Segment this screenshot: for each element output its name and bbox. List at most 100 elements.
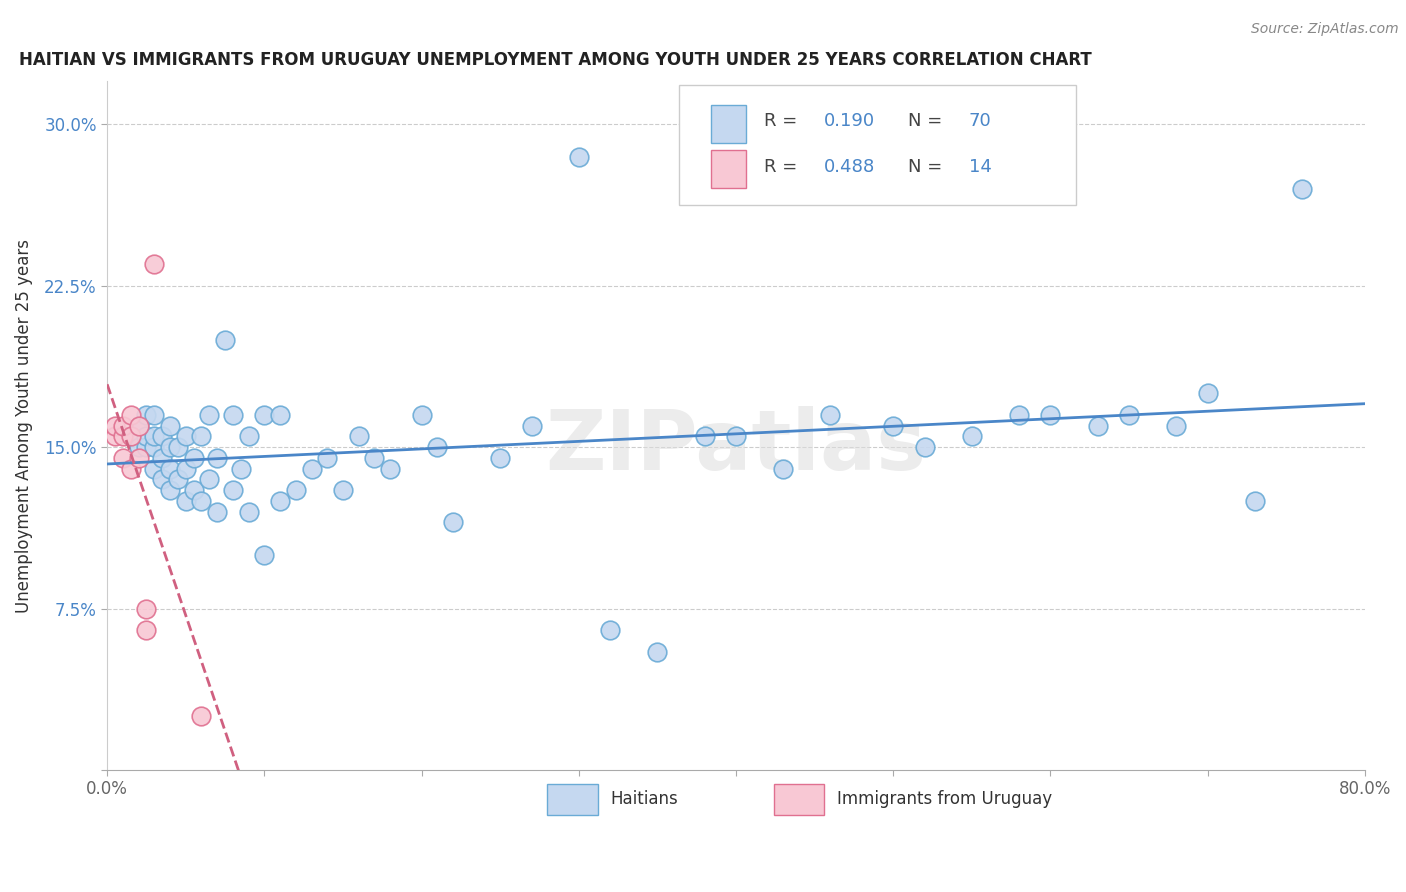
Point: [111, 418, 134, 433]
Point: [159, 418, 181, 433]
Point: [190, 709, 212, 723]
Point: [190, 494, 212, 508]
Point: [441, 516, 464, 530]
Point: [135, 440, 157, 454]
Point: [174, 429, 197, 443]
Point: [1291, 182, 1313, 196]
Point: [159, 440, 181, 454]
Point: [1008, 408, 1031, 422]
Point: [111, 429, 134, 443]
Point: [214, 333, 236, 347]
Point: [772, 461, 794, 475]
Point: [111, 450, 134, 465]
Point: [1039, 408, 1062, 422]
Text: Immigrants from Uruguay: Immigrants from Uruguay: [837, 789, 1052, 808]
Text: N =: N =: [908, 159, 942, 177]
Point: [914, 440, 936, 454]
Point: [174, 461, 197, 475]
Point: [647, 644, 669, 658]
Text: HAITIAN VS IMMIGRANTS FROM URUGUAY UNEMPLOYMENT AMONG YOUTH UNDER 25 YEARS CORRE: HAITIAN VS IMMIGRANTS FROM URUGUAY UNEMP…: [20, 51, 1092, 69]
FancyBboxPatch shape: [547, 784, 598, 814]
Point: [568, 150, 591, 164]
Point: [253, 408, 276, 422]
FancyBboxPatch shape: [679, 85, 1076, 205]
Point: [426, 440, 449, 454]
Point: [520, 418, 543, 433]
Text: Source: ZipAtlas.com: Source: ZipAtlas.com: [1251, 22, 1399, 37]
Point: [693, 429, 716, 443]
Point: [724, 429, 747, 443]
Text: R =: R =: [763, 112, 797, 130]
Point: [363, 450, 385, 465]
Text: N =: N =: [908, 112, 942, 130]
Point: [135, 429, 157, 443]
Point: [120, 429, 142, 443]
Text: 0.488: 0.488: [824, 159, 876, 177]
Point: [238, 429, 260, 443]
Point: [183, 483, 205, 498]
Point: [190, 429, 212, 443]
Point: [143, 440, 166, 454]
Point: [150, 450, 173, 465]
Point: [489, 450, 512, 465]
Point: [159, 461, 181, 475]
Point: [183, 450, 205, 465]
Point: [820, 408, 842, 422]
Point: [269, 408, 291, 422]
Point: [1118, 408, 1140, 422]
Point: [1087, 418, 1109, 433]
Point: [1243, 494, 1265, 508]
Point: [174, 494, 197, 508]
Point: [1166, 418, 1188, 433]
Point: [205, 505, 228, 519]
Point: [128, 418, 150, 433]
Point: [128, 440, 150, 454]
Point: [167, 440, 190, 454]
Point: [159, 483, 181, 498]
Point: [332, 483, 354, 498]
Point: [120, 429, 142, 443]
Point: [135, 623, 157, 637]
Point: [222, 408, 245, 422]
Text: Haitians: Haitians: [610, 789, 678, 808]
Text: 70: 70: [969, 112, 991, 130]
Point: [599, 623, 621, 637]
Point: [301, 461, 323, 475]
Point: [135, 408, 157, 422]
Point: [960, 429, 983, 443]
Point: [238, 505, 260, 519]
Text: ZIPatlas: ZIPatlas: [546, 406, 927, 487]
Point: [143, 408, 166, 422]
Point: [143, 461, 166, 475]
Point: [150, 429, 173, 443]
Point: [253, 548, 276, 562]
Point: [316, 450, 339, 465]
Point: [135, 601, 157, 615]
FancyBboxPatch shape: [711, 105, 747, 144]
Point: [143, 257, 166, 271]
Point: [411, 408, 433, 422]
Point: [128, 418, 150, 433]
Point: [104, 418, 127, 433]
Point: [104, 429, 127, 443]
Point: [229, 461, 252, 475]
Y-axis label: Unemployment Among Youth under 25 years: Unemployment Among Youth under 25 years: [15, 239, 32, 613]
Point: [198, 472, 221, 486]
Text: 0.190: 0.190: [824, 112, 875, 130]
Text: 14: 14: [969, 159, 991, 177]
Point: [143, 429, 166, 443]
Point: [378, 461, 401, 475]
Point: [150, 472, 173, 486]
Point: [120, 408, 142, 422]
Point: [198, 408, 221, 422]
Text: R =: R =: [763, 159, 797, 177]
Point: [120, 461, 142, 475]
Point: [882, 418, 904, 433]
FancyBboxPatch shape: [711, 150, 747, 188]
Point: [284, 483, 307, 498]
Point: [222, 483, 245, 498]
FancyBboxPatch shape: [773, 784, 824, 814]
Point: [269, 494, 291, 508]
Point: [1197, 386, 1219, 401]
Point: [128, 450, 150, 465]
